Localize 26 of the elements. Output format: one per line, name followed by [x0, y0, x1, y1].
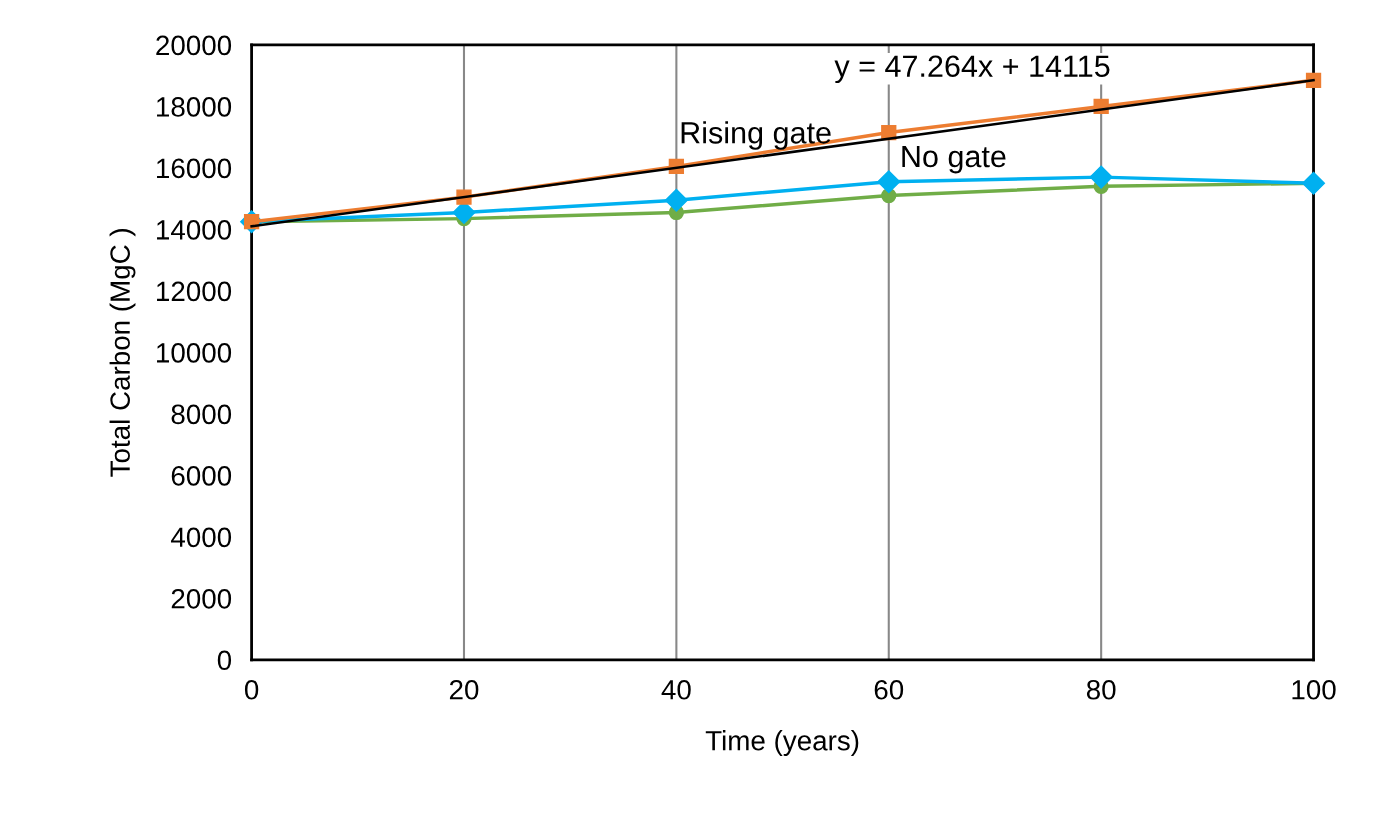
x-axis-title: Time (years)	[705, 730, 859, 757]
point	[1089, 165, 1113, 189]
x-tick-label: 0	[244, 679, 259, 700]
y-tick-label: 6000	[171, 465, 232, 486]
x-tick-label: 40	[661, 679, 691, 700]
point	[664, 188, 688, 212]
y-tick-label: 0	[217, 650, 232, 671]
y-tick-label: 20000	[156, 35, 232, 56]
y-tick-label: 4000	[171, 527, 232, 548]
point	[877, 170, 901, 194]
y-tick-label: 8000	[171, 404, 232, 425]
series-label: Rising gate	[681, 121, 831, 150]
y-axis-title: Total Carbon (MgC )	[109, 229, 136, 477]
x-tick-label: 80	[1086, 679, 1116, 700]
x-tick-label: 20	[449, 679, 479, 700]
y-tick-label: 10000	[157, 343, 232, 363]
series-label: No gate	[902, 146, 1006, 174]
y-tick-label: 18000	[157, 97, 232, 117]
point	[1302, 171, 1326, 195]
y-tick-label: 2000	[171, 588, 232, 609]
x-tick-label: 60	[874, 679, 904, 700]
y-tick-label: 14000	[157, 220, 232, 240]
y-tick-label: 12000	[157, 281, 232, 302]
y-tick-label: 16000	[157, 158, 232, 179]
series-label: y = 47.264x + 14115	[834, 55, 1110, 84]
x-tick-label: 100	[1292, 679, 1336, 700]
